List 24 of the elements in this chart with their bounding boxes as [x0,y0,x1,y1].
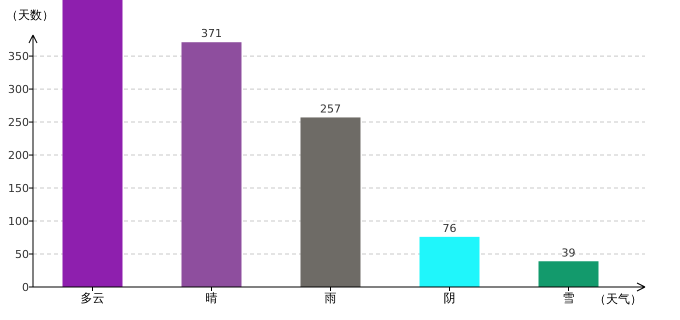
y-tick-label: 0 [22,281,29,294]
data-label: 39 [562,246,576,260]
y-tick-label: 150 [8,182,29,196]
x-tick-label: 雨 [324,291,336,305]
y-tick-label: 350 [8,50,29,64]
x-tick-label: 雪 [562,291,574,305]
bar [62,0,122,287]
y-tick-label: 200 [8,149,29,162]
y-tick-label: 250 [8,116,29,130]
data-label: 76 [442,222,456,235]
x-tick-label: 晴 [206,291,218,305]
bar [420,236,480,287]
y-tick-label: 100 [8,215,29,228]
y-tick-label: 50 [15,248,29,262]
bar [300,117,360,287]
x-tick-label: 多云 [80,291,104,305]
y-axis-title: （天数） [6,8,54,22]
bar [538,261,598,287]
x-tick-label: 阴 [444,291,456,305]
y-tick-label: 300 [8,83,29,96]
x-axis-title: （天气） [594,292,642,306]
bar [182,42,242,287]
data-label: 257 [320,102,341,116]
data-label: 371 [201,27,222,40]
